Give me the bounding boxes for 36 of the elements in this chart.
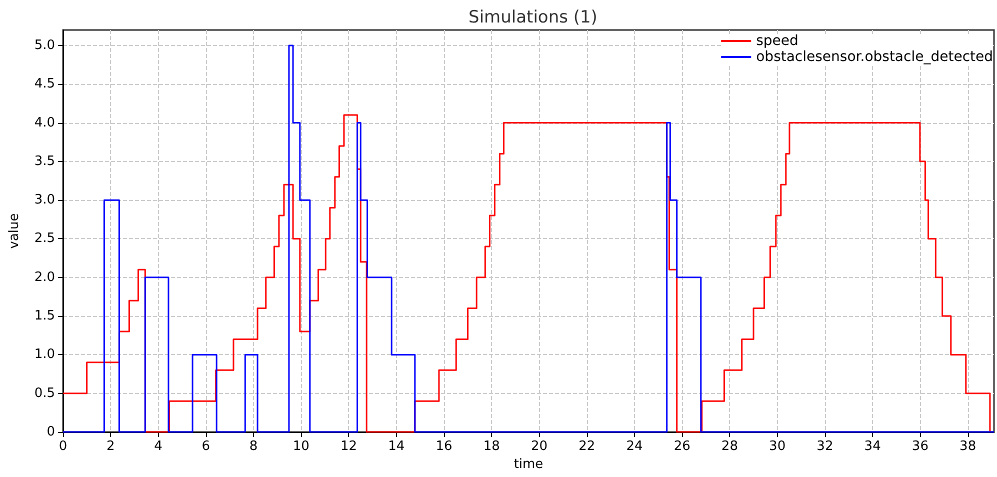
y-axis-title: value <box>7 213 22 249</box>
x-tick-label: 20 <box>530 439 548 454</box>
x-tick-label: 14 <box>388 439 405 454</box>
chart-title: Simulations (1) <box>468 8 598 28</box>
y-tick-label: 3.0 <box>34 192 55 208</box>
y-tick-label: 1.0 <box>34 347 55 362</box>
x-tick-label: 10 <box>292 439 310 454</box>
y-tick-label: 0.5 <box>34 386 55 401</box>
x-tick-label: 16 <box>436 439 452 454</box>
x-tick-label: 18 <box>483 439 500 454</box>
y-tick-label: 2.5 <box>34 231 55 246</box>
y-tick-label: 5.0 <box>34 38 55 53</box>
x-tick-label: 2 <box>106 439 115 454</box>
x-tick-label: 8 <box>249 439 258 454</box>
y-tick-label: 4.5 <box>34 76 55 92</box>
x-tick-label: 4 <box>154 439 162 454</box>
y-tick-label: 4.0 <box>34 115 55 130</box>
x-axis-title: time <box>514 456 544 472</box>
x-tick-label: 28 <box>721 439 738 454</box>
x-tick-label: 26 <box>674 439 690 454</box>
x-tick-label: 12 <box>340 439 357 454</box>
y-tick-label: 1.5 <box>34 308 55 324</box>
legend-label: obstaclesensor.obstacle_detected <box>756 49 994 65</box>
y-tick-label: 3.5 <box>34 154 55 169</box>
legend-label: speed <box>756 33 798 49</box>
y-tick-label: 0 <box>46 424 55 440</box>
x-tick-label: 6 <box>202 439 210 454</box>
x-tick-label: 24 <box>626 439 643 454</box>
x-tick-label: 38 <box>960 439 976 454</box>
y-tick-label: 2.0 <box>34 270 55 285</box>
x-tick-label: 22 <box>578 439 596 454</box>
x-tick-label: 30 <box>769 439 786 454</box>
x-tick-label: 34 <box>864 439 881 454</box>
x-tick-label: 0 <box>58 439 68 454</box>
x-tick-label: 36 <box>912 439 928 454</box>
x-tick-label: 32 <box>816 439 834 454</box>
